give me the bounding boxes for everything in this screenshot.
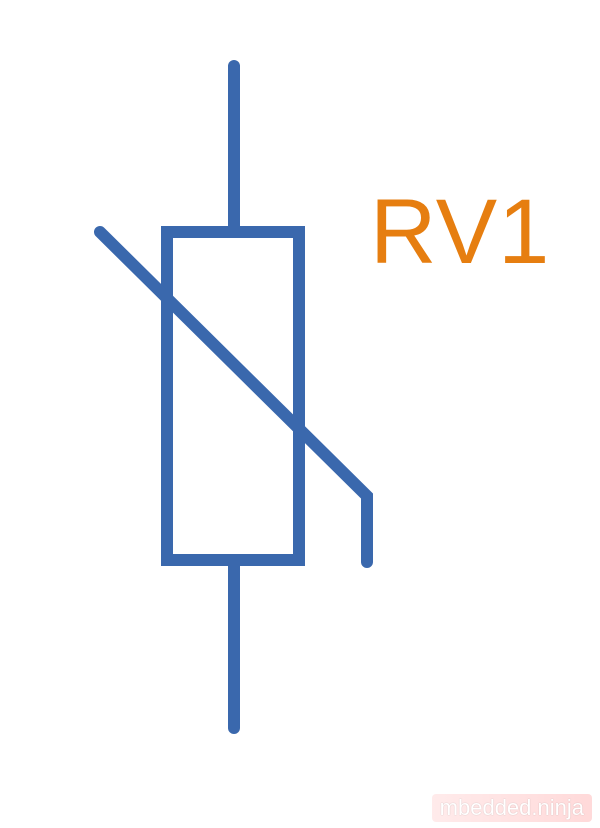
- resistor-body: [161, 226, 305, 566]
- reference-designator-label: RV1: [370, 181, 551, 283]
- watermark-text: mbedded.ninja: [431, 793, 592, 822]
- nonlinear-diagonal: [94, 226, 373, 568]
- symbol-strokes: [94, 60, 373, 734]
